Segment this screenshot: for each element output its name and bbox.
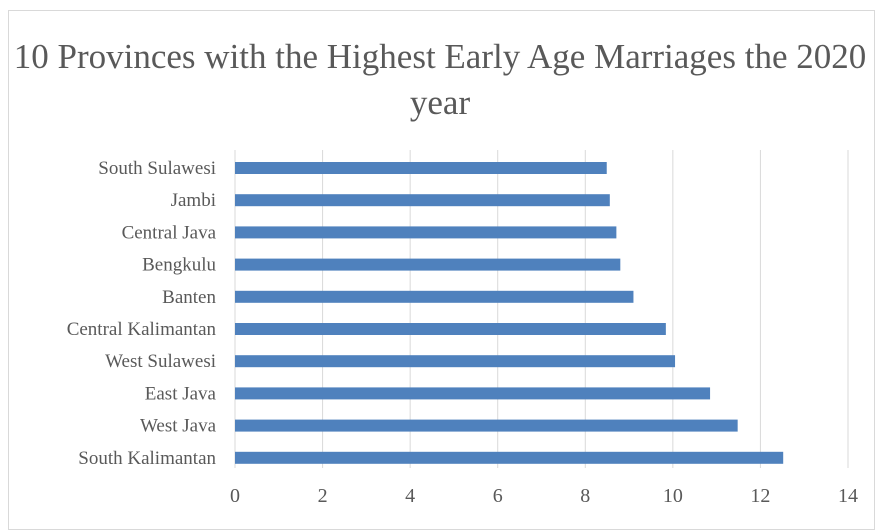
category-label-south-sulawesi: South Sulawesi (98, 158, 216, 179)
x-tick-label-14: 14 (838, 485, 858, 507)
category-label-central-java: Central Java (122, 222, 217, 243)
bar-west-sulawesi (235, 355, 676, 368)
x-tick-label-2: 2 (318, 485, 328, 507)
bar-banten (235, 290, 634, 303)
bar-central-kalimantan (235, 323, 666, 335)
bar-chart: South Sulawesi Jambi Central Java Bengkulu B… (67, 150, 858, 507)
x-axis-tick-labels: 0 2 4 6 8 10 12 14 (230, 485, 858, 507)
x-tick-label-8: 8 (580, 485, 590, 507)
category-label-west-sulawesi: West Sulawesi (105, 351, 216, 372)
x-tick-label-10: 10 (663, 485, 683, 507)
category-label-east-java: East Java (145, 383, 217, 404)
bar-central-java (235, 226, 617, 239)
category-label-west-java: West Java (140, 416, 217, 437)
bar-jambi (235, 194, 610, 207)
bar-west-java (235, 419, 738, 432)
x-tick-label-6: 6 (493, 485, 503, 507)
x-tick-label-0: 0 (230, 485, 240, 507)
category-label-south-kalimantan: South Kalimantan (78, 448, 216, 469)
bar-south-kalimantan (235, 451, 784, 464)
bar-east-java (235, 387, 711, 400)
category-label-central-kalimantan: Central Kalimantan (67, 319, 217, 340)
x-tick-label-12: 12 (750, 485, 770, 507)
bar-south-sulawesi (235, 162, 607, 174)
category-labels: South Sulawesi Jambi Central Java Bengkulu B… (67, 158, 217, 469)
category-label-banten: Banten (162, 287, 216, 308)
bar-bengkulu (235, 258, 621, 271)
category-label-bengkulu: Bengkulu (142, 255, 216, 276)
category-label-jambi: Jambi (171, 190, 216, 211)
bars (235, 162, 784, 464)
x-tick-label-4: 4 (405, 485, 415, 507)
chart-title: 10 Provinces with the Highest Early Age … (13, 37, 867, 122)
